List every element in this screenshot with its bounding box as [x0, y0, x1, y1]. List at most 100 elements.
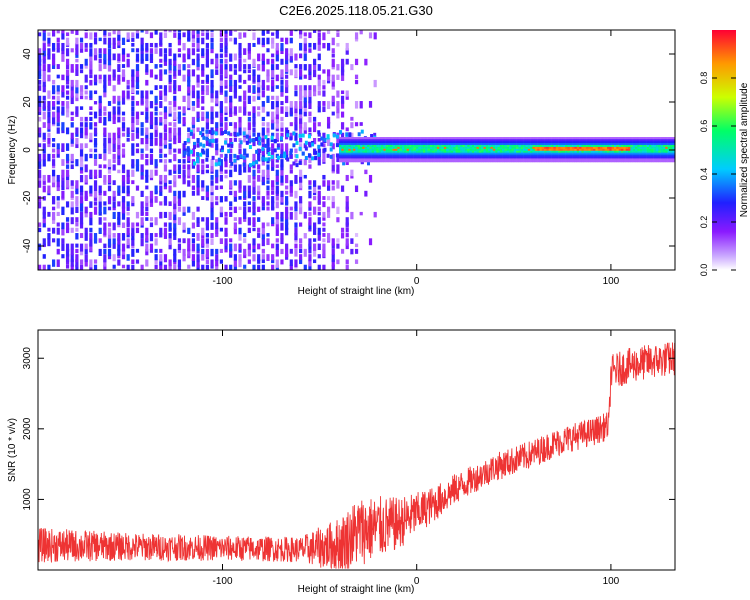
heatmap-cell: [481, 140, 484, 144]
heatmap-cell: [75, 69, 79, 76]
heatmap-cell: [450, 140, 454, 144]
heatmap-cell: [483, 154, 487, 157]
heatmap-cell: [597, 152, 601, 155]
heatmap-cell: [285, 185, 289, 190]
heatmap-cell: [322, 233, 326, 237]
heatmap-cell: [70, 85, 74, 91]
heatmap-cell: [140, 48, 144, 54]
heatmap-cell: [266, 143, 270, 149]
heatmap-cell: [210, 48, 214, 54]
heatmap-cell: [154, 233, 158, 238]
heatmap-cell: [443, 140, 447, 144]
heatmap-cell: [252, 264, 256, 270]
heatmap-cell: [399, 144, 403, 147]
heatmap-cell: [308, 95, 312, 104]
heatmap-cell: [247, 111, 251, 116]
heatmap-cell: [196, 243, 200, 252]
heatmap-cell: [182, 254, 186, 262]
heatmap-cell: [572, 146, 575, 149]
heatmap-cell: [380, 137, 384, 140]
heatmap-cell: [247, 122, 251, 131]
heatmap-cell: [215, 143, 219, 151]
heatmap-cell: [499, 144, 503, 147]
heatmap-cell: [280, 37, 284, 42]
heatmap-cell: [243, 211, 247, 219]
heatmap-cell: [84, 122, 88, 128]
heatmap-cell: [89, 227, 93, 233]
heatmap-cell: [623, 152, 626, 155]
heatmap-cell: [383, 160, 386, 163]
heatmap-cell: [546, 150, 550, 153]
heatmap-cell: [634, 148, 638, 151]
heatmap-cell: [378, 160, 382, 163]
heatmap-cell: [168, 222, 172, 231]
heatmap-cell: [562, 144, 566, 147]
heatmap-cell: [107, 227, 112, 235]
heatmap-cell: [79, 116, 84, 122]
heatmap-cell: [429, 137, 433, 140]
heatmap-cell: [56, 95, 60, 101]
heatmap-cell: [215, 90, 219, 99]
heatmap-cell: [285, 243, 289, 250]
heatmap-cell: [471, 148, 475, 151]
heatmap-cell: [478, 156, 482, 159]
heatmap-cell: [38, 116, 42, 122]
heatmap-cell: [362, 138, 365, 142]
heatmap-cell: [597, 158, 601, 161]
heatmap-cell: [534, 137, 538, 140]
heatmap-cell: [453, 154, 456, 157]
heatmap-cell: [89, 138, 93, 143]
heatmap-cell: [89, 58, 93, 65]
heatmap-cell: [590, 154, 594, 157]
heatmap-cell: [89, 233, 93, 240]
heatmap-cell: [597, 146, 601, 149]
heatmap-cell: [434, 156, 438, 159]
heatmap-cell: [350, 140, 354, 144]
heatmap-cell: [103, 206, 107, 215]
heatmap-cell: [210, 69, 214, 76]
heatmap-cell: [628, 156, 631, 159]
heatmap-cell: [275, 196, 279, 201]
heatmap-cell: [397, 138, 400, 142]
heatmap-cell: [420, 142, 424, 145]
heatmap-cell: [191, 116, 196, 125]
heatmap-cell: [257, 206, 261, 212]
heatmap-cell: [348, 158, 351, 161]
heatmap-cell: [107, 169, 112, 174]
heatmap-cell: [408, 154, 412, 157]
heatmap-cell: [483, 158, 487, 161]
heatmap-cell: [252, 180, 256, 188]
heatmap-cell: [303, 53, 307, 61]
heatmap-cell: [653, 158, 657, 161]
heatmap-cell: [299, 238, 303, 244]
heatmap-cell: [415, 137, 419, 140]
heatmap-cell: [159, 90, 163, 97]
heatmap-cell: [247, 201, 251, 206]
heatmap-cell: [308, 90, 312, 98]
heatmap-cell: [202, 143, 206, 148]
heatmap-cell: [266, 206, 270, 211]
heatmap-cell: [322, 238, 326, 243]
heatmap-cell: [121, 185, 126, 194]
heatmap-cell: [145, 174, 149, 183]
heatmap-cell: [135, 259, 140, 264]
heatmap-cell: [126, 79, 130, 85]
heatmap-cell: [364, 146, 368, 149]
heatmap-cell: [131, 196, 135, 203]
heatmap-cell: [75, 79, 79, 88]
heatmap-cell: [168, 64, 172, 71]
heatmap-cell: [112, 254, 116, 262]
heatmap-cell: [145, 159, 149, 166]
heatmap-cell: [299, 74, 303, 80]
heatmap-cell: [224, 129, 228, 134]
heatmap-cell: [383, 158, 386, 161]
heatmap-cell: [121, 95, 126, 102]
heatmap-cell: [56, 259, 60, 267]
heatmap-cell: [345, 58, 349, 65]
heatmap-cell: [425, 142, 428, 145]
heatmap-cell: [644, 148, 647, 151]
heatmap-cell: [61, 254, 65, 259]
heatmap-cell: [140, 217, 144, 226]
heatmap-cell: [625, 140, 629, 144]
heatmap-cell: [532, 150, 536, 153]
